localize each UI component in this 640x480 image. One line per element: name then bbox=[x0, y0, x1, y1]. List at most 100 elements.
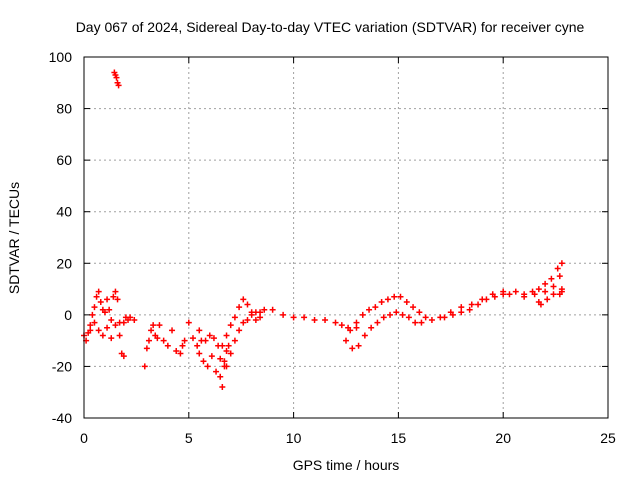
x-tick-label: 0 bbox=[80, 430, 88, 446]
data-point-marker bbox=[115, 82, 122, 89]
data-point-marker bbox=[202, 337, 209, 344]
data-point-marker bbox=[231, 337, 238, 344]
data-point-marker bbox=[99, 332, 106, 339]
data-point-marker bbox=[372, 304, 379, 311]
data-point-marker bbox=[223, 332, 230, 339]
data-point-marker bbox=[405, 314, 412, 321]
data-point-marker bbox=[449, 311, 456, 318]
data-point-marker bbox=[194, 342, 201, 349]
data-point-marker bbox=[422, 314, 429, 321]
data-point-marker bbox=[97, 298, 104, 305]
data-point-marker bbox=[366, 306, 373, 313]
data-point-marker bbox=[535, 298, 542, 305]
data-point-marker bbox=[378, 298, 385, 305]
data-point-marker bbox=[332, 319, 339, 326]
data-point-marker bbox=[125, 317, 132, 324]
data-point-marker bbox=[108, 317, 115, 324]
y-axis-ticks: -40 -20 0 20 40 60 80 100 bbox=[49, 49, 608, 426]
y-axis-label: SDTVAR / TECUs bbox=[6, 182, 22, 294]
data-point-marker bbox=[160, 337, 167, 344]
data-point-marker bbox=[391, 293, 398, 300]
data-point-marker bbox=[359, 311, 366, 318]
data-point-marker bbox=[441, 314, 448, 321]
data-point-marker bbox=[223, 347, 230, 354]
data-point-marker bbox=[475, 301, 482, 308]
data-point-marker bbox=[338, 322, 345, 329]
data-point-marker bbox=[120, 319, 127, 326]
data-point-marker bbox=[154, 335, 161, 342]
data-point-marker bbox=[500, 291, 507, 298]
data-point-marker bbox=[219, 342, 226, 349]
data-point-marker bbox=[141, 363, 148, 370]
data-point-marker bbox=[131, 317, 138, 324]
data-point-marker bbox=[213, 368, 220, 375]
data-point-marker bbox=[374, 319, 381, 326]
data-point-marker bbox=[269, 306, 276, 313]
data-point-marker bbox=[521, 293, 528, 300]
data-point-marker bbox=[181, 337, 188, 344]
data-point-marker bbox=[491, 293, 498, 300]
data-point-marker bbox=[227, 322, 234, 329]
data-point-marker bbox=[428, 317, 435, 324]
data-point-marker bbox=[177, 350, 184, 357]
data-points bbox=[81, 69, 565, 391]
data-point-marker bbox=[223, 363, 230, 370]
data-point-marker bbox=[200, 358, 207, 365]
data-point-marker bbox=[550, 283, 557, 290]
data-point-marker bbox=[240, 319, 247, 326]
data-point-marker bbox=[95, 288, 102, 295]
data-point-marker bbox=[412, 319, 419, 326]
data-point-marker bbox=[393, 309, 400, 316]
data-point-marker bbox=[108, 335, 115, 342]
data-point-marker bbox=[87, 322, 94, 329]
x-axis-ticks: 0 5 10 15 20 25 bbox=[80, 57, 616, 446]
data-point-marker bbox=[145, 337, 152, 344]
data-point-marker bbox=[104, 324, 111, 331]
y-tick-label: 100 bbox=[49, 49, 73, 65]
data-point-marker bbox=[217, 355, 224, 362]
data-point-marker bbox=[458, 304, 465, 311]
data-point-marker bbox=[458, 309, 465, 316]
data-point-marker bbox=[185, 319, 192, 326]
y-tick-label: 60 bbox=[56, 152, 72, 168]
data-point-marker bbox=[87, 327, 94, 334]
data-point-marker bbox=[544, 296, 551, 303]
data-point-marker bbox=[164, 342, 171, 349]
data-point-marker bbox=[347, 327, 354, 334]
data-point-marker bbox=[468, 301, 475, 308]
data-point-marker bbox=[387, 311, 394, 318]
data-point-marker bbox=[483, 296, 490, 303]
data-point-marker bbox=[554, 265, 561, 272]
data-point-marker bbox=[353, 319, 360, 326]
data-point-marker bbox=[101, 309, 108, 316]
data-point-marker bbox=[112, 322, 119, 329]
data-point-marker bbox=[353, 324, 360, 331]
data-point-marker bbox=[227, 350, 234, 357]
data-point-marker bbox=[361, 332, 368, 339]
data-point-marker bbox=[93, 293, 100, 300]
data-point-marker bbox=[506, 291, 513, 298]
data-point-marker bbox=[558, 260, 565, 267]
data-point-marker bbox=[156, 322, 163, 329]
data-point-marker bbox=[410, 304, 417, 311]
data-point-marker bbox=[403, 298, 410, 305]
data-point-marker bbox=[189, 335, 196, 342]
y-tick-label: 80 bbox=[56, 101, 72, 117]
plot-frame bbox=[83, 56, 609, 419]
y-tick-label: 20 bbox=[56, 255, 72, 271]
data-point-marker bbox=[244, 301, 251, 308]
data-point-marker bbox=[349, 345, 356, 352]
data-point-marker bbox=[179, 342, 186, 349]
y-tick-label: 0 bbox=[64, 307, 72, 323]
data-point-marker bbox=[219, 384, 226, 391]
data-point-marker bbox=[248, 311, 255, 318]
data-point-marker bbox=[196, 327, 203, 334]
data-point-marker bbox=[399, 311, 406, 318]
data-point-marker bbox=[104, 296, 111, 303]
data-point-marker bbox=[217, 373, 224, 380]
data-point-marker bbox=[280, 311, 287, 318]
data-point-marker bbox=[95, 327, 102, 334]
data-point-marker bbox=[244, 317, 251, 324]
data-point-marker bbox=[542, 288, 549, 295]
data-point-marker bbox=[113, 74, 120, 81]
